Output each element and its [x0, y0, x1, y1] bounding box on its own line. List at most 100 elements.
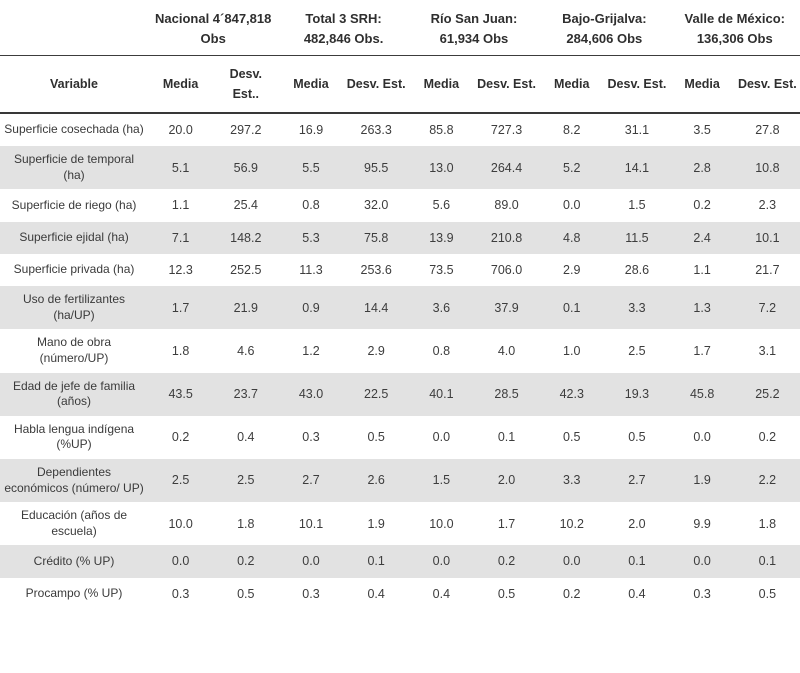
value-cell: 12.3: [168, 262, 193, 277]
value-cell: 0.3: [302, 586, 320, 601]
value-cell: 5.3: [302, 230, 320, 245]
value-cell: 3.5: [693, 123, 711, 137]
value-cell: 0.1: [497, 430, 516, 445]
table-row: Superficie ejidal (ha) 7.1 148.2 5.3 75.8 13.…: [0, 221, 800, 254]
value-cell: 5.1: [171, 160, 190, 175]
value-cell: 14.1: [624, 160, 650, 175]
value-cell: 32.0: [364, 198, 389, 213]
value-cell: 0.8: [302, 198, 320, 213]
value-cell: 0.3: [693, 586, 711, 601]
value-cell: 45.8: [689, 387, 715, 402]
column-header-media: Media: [669, 55, 735, 114]
value-cell: 28.5: [494, 387, 519, 402]
value-cell: 1.8: [237, 516, 255, 531]
value-cell: 0.4: [237, 430, 255, 445]
value-cell: 0.3: [171, 586, 190, 601]
row-label: Crédito (% UP): [33, 553, 115, 568]
column-header-media: Media: [539, 55, 605, 114]
table-row: Superficie privada (ha) 12.3 252.5 11.3 253.…: [0, 253, 800, 287]
column-header-desv-est: Desv. Est.: [604, 55, 670, 114]
value-cell: 10.2: [559, 516, 584, 531]
value-cell: 89.0: [494, 198, 519, 213]
value-cell: 0.0: [432, 554, 451, 569]
value-cell: 1.7: [693, 343, 711, 358]
row-label: Superficie cosechada (ha): [4, 122, 144, 137]
table-row: Procampo (% UP) 0.3 0.5 0.3 0.4 0.4 0.5 0.2 0.4 0…: [0, 577, 800, 610]
row-label: Uso de fertilizantes (ha/UP): [22, 292, 126, 322]
value-cell: 19.3: [624, 387, 650, 402]
value-cell: 2.2: [758, 473, 777, 488]
value-cell: 25.4: [233, 198, 258, 213]
value-cell: 0.3: [302, 430, 320, 445]
value-cell: 9.9: [693, 516, 711, 531]
value-cell: 13.9: [429, 230, 454, 245]
value-cell: 23.7: [233, 387, 258, 402]
value-cell: 0.2: [171, 430, 190, 445]
group-header-nacional: Nacional 4´847,818 Obs: [148, 0, 279, 56]
value-cell: 1.0: [563, 343, 581, 358]
value-cell: 0.0: [563, 554, 581, 569]
row-label: Habla lengua indígena (%UP): [13, 421, 135, 452]
table-row: Superficie cosechada (ha) 20.0 297.2 16.9 26…: [0, 113, 800, 147]
value-cell: 10.1: [755, 230, 780, 245]
value-cell: 0.1: [563, 300, 581, 315]
value-cell: 1.1: [693, 262, 711, 277]
value-cell: 3.3: [563, 473, 581, 488]
value-cell: 10.0: [429, 516, 454, 531]
value-cell: 0.2: [758, 430, 777, 445]
value-cell: 0.0: [693, 430, 711, 445]
value-cell: 1.9: [367, 516, 385, 531]
value-cell: 0.1: [367, 554, 385, 569]
value-cell: 0.1: [628, 554, 646, 569]
value-cell: 75.8: [364, 230, 389, 245]
value-cell: 0.2: [693, 198, 711, 213]
value-cell: 2.0: [628, 516, 646, 531]
value-cell: 3.6: [432, 300, 451, 315]
group-header-bajo-grijalva: Bajo-Grijalva: 284,606 Obs: [539, 0, 670, 56]
value-cell: 0.8: [432, 343, 451, 358]
value-cell: 0.5: [628, 430, 646, 445]
value-cell: 0.0: [563, 198, 581, 213]
value-cell: 2.5: [237, 473, 255, 488]
value-cell: 0.0: [432, 430, 451, 445]
value-cell: 3.1: [758, 343, 777, 358]
column-header-desv-est: Desv. Est.: [473, 55, 540, 114]
row-label: Superficie de temporal (ha): [13, 152, 135, 182]
value-cell: 11.3: [299, 262, 323, 277]
value-cell: 7.1: [171, 230, 190, 245]
value-cell: 210.8: [490, 230, 523, 245]
value-cell: 95.5: [364, 160, 389, 175]
value-cell: 21.9: [233, 300, 258, 315]
value-cell: 2.3: [758, 198, 777, 213]
value-cell: 253.6: [360, 262, 392, 277]
value-cell: 0.5: [563, 430, 581, 445]
column-header-media: Media: [278, 55, 344, 114]
value-cell: 31.1: [624, 123, 650, 137]
row-label: Superficie privada (ha): [13, 262, 135, 277]
row-label: Dependientes económicos (número/ UP): [4, 464, 144, 495]
value-cell: 2.0: [497, 473, 516, 488]
column-header-desv-est: Desv. Est..: [213, 55, 279, 114]
table-row: Superficie de temporal (ha) 5.1 56.9 5.5 95.…: [0, 146, 800, 190]
column-header-row: Variable Media Desv. Est.. Media Desv. E…: [0, 55, 800, 114]
value-cell: 2.7: [302, 473, 320, 488]
value-cell: 5.6: [432, 198, 451, 213]
row-label: Procampo (% UP): [25, 585, 123, 600]
value-cell: 5.2: [563, 160, 581, 175]
value-cell: 43.5: [168, 387, 193, 402]
value-cell: 0.4: [367, 586, 385, 601]
value-cell: 4.6: [237, 343, 255, 358]
corner-cell: [0, 0, 149, 56]
table-row: Edad de jefe de familia (años) 43.5 23.7 43…: [0, 372, 800, 416]
value-cell: 85.8: [429, 123, 454, 137]
value-cell: 4.0: [497, 343, 516, 358]
value-cell: 2.7: [628, 473, 646, 488]
value-cell: 2.6: [367, 473, 385, 488]
value-cell: 20.0: [168, 123, 193, 137]
value-cell: 0.5: [497, 586, 516, 601]
value-cell: 0.0: [302, 554, 320, 569]
value-cell: 2.5: [171, 473, 190, 488]
row-label: Mano de obra (número/UP): [36, 335, 112, 365]
value-cell: 2.5: [628, 343, 646, 358]
